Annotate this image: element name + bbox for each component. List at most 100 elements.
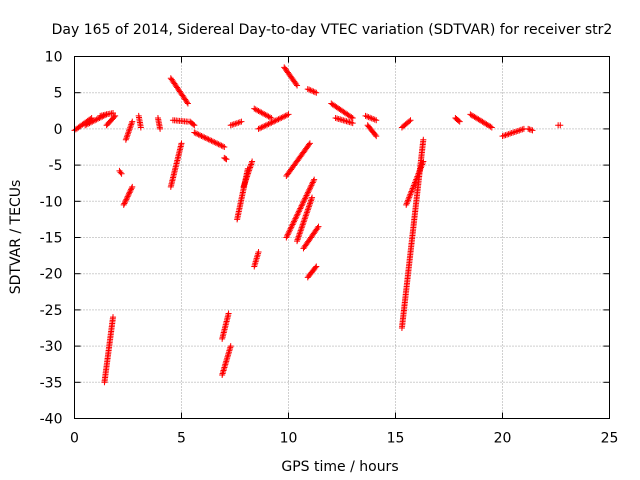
data-point (276, 115, 283, 122)
data-point (157, 125, 164, 132)
data-point (296, 230, 303, 237)
data-point (406, 194, 413, 201)
data-point (304, 86, 311, 93)
data-point (245, 170, 252, 177)
data-point (284, 112, 291, 119)
data-point (241, 182, 248, 189)
data-point (244, 173, 251, 180)
data-point (349, 115, 356, 122)
scatter-segment (135, 112, 144, 131)
data-point (505, 131, 512, 138)
chart-title: Day 165 of 2014, Sidereal Day-to-day VTE… (52, 22, 613, 38)
y-tick-label: 10 (45, 50, 63, 66)
scatter-segment (187, 118, 198, 129)
scatter-segment (191, 129, 228, 150)
data-point (229, 121, 236, 128)
scatter-segment (452, 115, 463, 125)
data-point (420, 158, 427, 165)
data-point (300, 220, 307, 227)
data-point (275, 116, 282, 123)
data-point (284, 233, 291, 240)
data-point (198, 132, 205, 139)
data-point (292, 215, 299, 222)
data-point (295, 208, 302, 215)
scatter-segment (403, 158, 427, 208)
data-point (194, 130, 201, 137)
data-point (212, 139, 219, 146)
data-point (225, 310, 232, 317)
data-point (373, 117, 380, 124)
data-point (373, 133, 380, 140)
scatter-segment (227, 118, 245, 129)
data-point (202, 135, 209, 142)
data-point (349, 120, 356, 127)
data-point (297, 205, 304, 212)
x-tick-label: 20 (494, 431, 512, 447)
data-point (291, 218, 298, 225)
data-point (93, 116, 100, 123)
data-point (306, 200, 313, 207)
data-point (300, 199, 307, 206)
data-point (303, 211, 310, 218)
data-point (223, 156, 230, 163)
scatter-segment (154, 115, 164, 132)
data-point (266, 114, 273, 121)
data-point (244, 171, 251, 178)
data-point (242, 179, 249, 186)
data-point (305, 188, 312, 195)
data-point (288, 224, 295, 231)
scatter-segment (283, 140, 313, 179)
data-point (122, 199, 129, 206)
data-point (295, 209, 302, 216)
data-point (305, 141, 312, 148)
data-point (235, 119, 242, 126)
y-axis-label: SDTVAR / TECUs (8, 180, 24, 295)
data-point (418, 162, 425, 169)
data-point (314, 224, 321, 231)
data-point (306, 140, 313, 147)
data-point (129, 183, 136, 190)
data-point (222, 155, 229, 162)
data-point (227, 122, 234, 129)
data-point (258, 124, 265, 131)
data-point (285, 111, 292, 118)
x-tick-label: 25 (601, 431, 619, 447)
scatter-segment (499, 125, 527, 140)
data-points (71, 64, 564, 386)
data-point (557, 122, 564, 129)
data-point (296, 232, 303, 239)
data-point (415, 170, 422, 177)
data-point (283, 234, 290, 241)
data-point (178, 140, 185, 147)
data-point (313, 263, 320, 270)
scatter-segment (283, 176, 318, 241)
data-point (456, 118, 463, 125)
data-point (297, 204, 304, 211)
data-point (217, 141, 224, 148)
data-point (201, 134, 208, 141)
data-point (290, 220, 297, 227)
data-point (238, 118, 245, 125)
data-point (299, 221, 306, 228)
data-point (519, 126, 526, 133)
scatter-segment (332, 115, 356, 127)
plot-frame (74, 56, 610, 419)
data-point (412, 177, 419, 184)
x-tick-label: 15 (387, 431, 405, 447)
data-point (315, 223, 322, 230)
data-point (372, 131, 379, 138)
data-point (303, 192, 310, 199)
data-point (288, 222, 295, 229)
data-point (403, 201, 410, 208)
data-point (289, 221, 296, 228)
data-point (309, 179, 316, 186)
data-point (264, 121, 271, 128)
data-point (272, 117, 279, 124)
data-point (129, 118, 136, 125)
data-point (266, 120, 273, 127)
y-tick-label: -20 (40, 267, 63, 283)
y-tick-label: -30 (40, 339, 63, 355)
data-point (123, 196, 130, 203)
data-point (310, 88, 317, 95)
